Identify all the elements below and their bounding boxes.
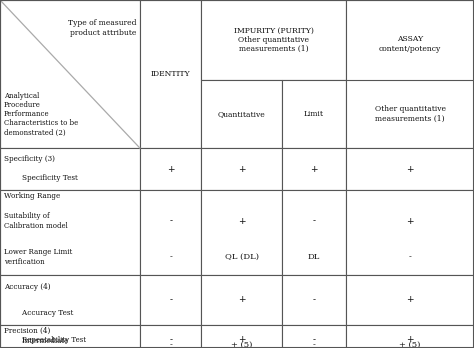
Text: -: -: [409, 253, 411, 261]
Text: -: -: [169, 216, 172, 226]
Bar: [201, 80, 282, 148]
Bar: [346, 325, 474, 348]
Bar: [201, 275, 282, 325]
Text: +: +: [406, 335, 414, 344]
Bar: [201, 190, 282, 275]
Text: +: +: [406, 295, 414, 304]
Text: Lower Range Limit
verification: Lower Range Limit verification: [4, 248, 72, 266]
Text: Suitability of
Calibration model: Suitability of Calibration model: [4, 212, 68, 230]
Text: Other quantitative
measurements (1): Other quantitative measurements (1): [374, 105, 446, 122]
Bar: [0, 190, 140, 275]
Bar: [0, 275, 140, 325]
Text: +: +: [167, 165, 174, 174]
Text: IMPURITY (PURITY)
Other quantitative
measurements (1): IMPURITY (PURITY) Other quantitative mea…: [234, 27, 314, 53]
Text: Quantitative: Quantitative: [218, 110, 265, 118]
Text: DL: DL: [308, 253, 320, 261]
Text: Accuracy (4): Accuracy (4): [4, 283, 51, 291]
Text: ASSAY
content/potency: ASSAY content/potency: [379, 35, 441, 53]
Text: Working Range: Working Range: [4, 192, 60, 200]
Text: IDENTITY: IDENTITY: [151, 70, 191, 78]
Text: +: +: [238, 295, 246, 304]
Text: -: -: [312, 295, 316, 304]
Text: +: +: [238, 165, 246, 174]
Text: Repeatability Test: Repeatability Test: [4, 336, 86, 344]
Text: Type of measured
product attribute: Type of measured product attribute: [68, 19, 137, 37]
Text: QL (DL): QL (DL): [225, 253, 259, 261]
Bar: [140, 325, 201, 348]
Bar: [201, 148, 282, 190]
Bar: [0, 0, 140, 148]
Bar: [282, 148, 346, 190]
Text: -: -: [312, 216, 316, 226]
Text: -: -: [169, 335, 172, 344]
Text: +: +: [406, 165, 414, 174]
Text: Specificity Test: Specificity Test: [4, 174, 78, 182]
Text: + (5): + (5): [231, 341, 253, 348]
Bar: [282, 325, 346, 348]
Bar: [346, 190, 474, 275]
Text: Accuracy Test: Accuracy Test: [4, 309, 73, 317]
Text: +: +: [238, 216, 246, 226]
Bar: [201, 0, 346, 80]
Bar: [140, 148, 201, 190]
Text: Limit: Limit: [304, 110, 324, 118]
Bar: [282, 80, 346, 148]
Text: -: -: [312, 341, 316, 348]
Text: +: +: [238, 335, 246, 344]
Bar: [140, 275, 201, 325]
Text: +: +: [406, 216, 414, 226]
Text: Analytical
Procedure
Performance
Characteristics to be
demonstrated (2): Analytical Procedure Performance Charact…: [4, 92, 78, 136]
Bar: [346, 0, 474, 148]
Text: Specificity (3): Specificity (3): [4, 155, 55, 163]
Text: +: +: [310, 165, 318, 174]
Bar: [201, 325, 282, 348]
Text: -: -: [169, 341, 172, 348]
Text: Precision (4): Precision (4): [4, 327, 50, 335]
Text: Intermediate
        Precision    Test: Intermediate Precision Test: [4, 337, 79, 348]
Bar: [140, 0, 201, 148]
Bar: [0, 325, 140, 348]
Bar: [346, 148, 474, 190]
Bar: [0, 148, 140, 190]
Text: -: -: [312, 335, 316, 344]
Bar: [282, 190, 346, 275]
Bar: [140, 190, 201, 275]
Text: + (5): + (5): [399, 341, 421, 348]
Bar: [346, 275, 474, 325]
Text: -: -: [169, 253, 172, 261]
Bar: [282, 275, 346, 325]
Text: -: -: [169, 295, 172, 304]
